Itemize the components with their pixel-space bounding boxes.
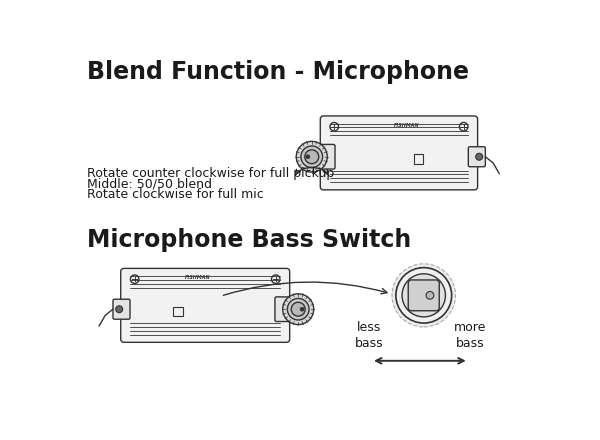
FancyBboxPatch shape xyxy=(320,116,478,190)
Circle shape xyxy=(300,307,304,311)
Circle shape xyxy=(296,141,327,172)
FancyBboxPatch shape xyxy=(469,147,485,167)
FancyBboxPatch shape xyxy=(413,154,423,164)
FancyBboxPatch shape xyxy=(121,268,290,342)
Circle shape xyxy=(271,275,280,283)
Text: Rotate counter clockwise for full pickup: Rotate counter clockwise for full pickup xyxy=(86,167,334,180)
Circle shape xyxy=(392,264,455,327)
FancyBboxPatch shape xyxy=(275,297,295,322)
Circle shape xyxy=(460,122,468,131)
Circle shape xyxy=(306,155,310,159)
Circle shape xyxy=(287,298,309,320)
Circle shape xyxy=(130,275,139,283)
Circle shape xyxy=(426,292,434,299)
FancyBboxPatch shape xyxy=(173,307,183,316)
Circle shape xyxy=(305,150,319,164)
Circle shape xyxy=(396,268,452,323)
Circle shape xyxy=(116,306,122,313)
Text: more
bass: more bass xyxy=(454,321,487,350)
Text: FISHMAN: FISHMAN xyxy=(185,275,210,280)
Circle shape xyxy=(330,122,338,131)
FancyBboxPatch shape xyxy=(113,299,130,319)
Circle shape xyxy=(291,302,305,316)
FancyBboxPatch shape xyxy=(315,144,335,169)
Text: FISHMAN: FISHMAN xyxy=(394,123,419,128)
Circle shape xyxy=(402,274,445,317)
Text: Rotate clockwise for full mic: Rotate clockwise for full mic xyxy=(86,188,263,202)
Circle shape xyxy=(301,146,323,168)
Text: Middle: 50/50 blend: Middle: 50/50 blend xyxy=(86,177,212,191)
Circle shape xyxy=(476,153,482,160)
Circle shape xyxy=(283,294,314,325)
Text: less
bass: less bass xyxy=(355,321,384,350)
Text: Blend Function - Microphone: Blend Function - Microphone xyxy=(86,60,469,84)
FancyBboxPatch shape xyxy=(408,280,439,311)
Text: Microphone Bass Switch: Microphone Bass Switch xyxy=(86,228,411,253)
